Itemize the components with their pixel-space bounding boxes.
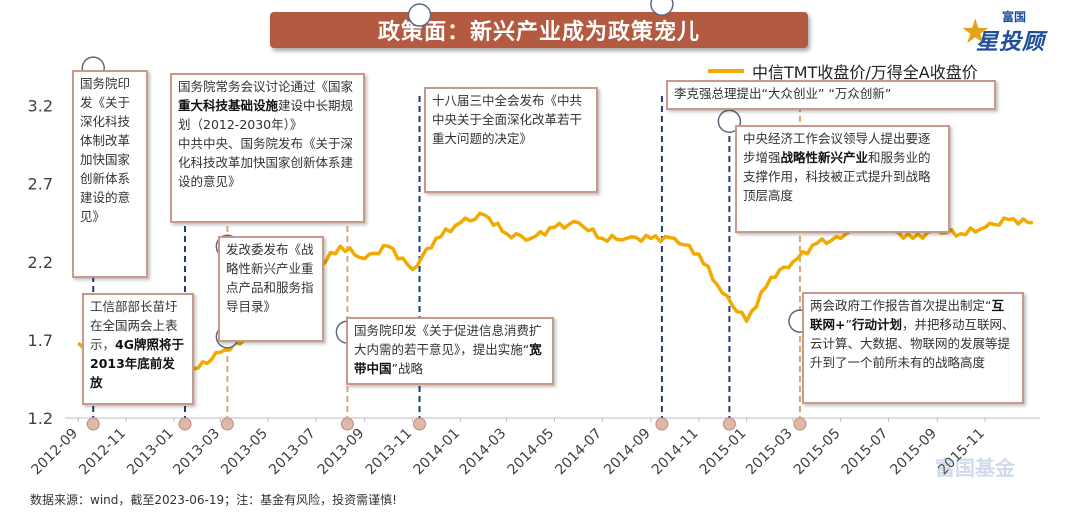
x-tick-label: 2012-11 bbox=[76, 426, 129, 479]
x-tick-label: 2013-05 bbox=[218, 426, 271, 479]
x-tick-label: 2015-03 bbox=[743, 426, 796, 479]
legend-swatch bbox=[708, 69, 744, 73]
brand-small-text: 富国 bbox=[1002, 10, 1027, 24]
annotation-highlight: 4G牌照将于2013年底前发放 bbox=[90, 337, 184, 390]
x-tick-label: 2013-01 bbox=[124, 426, 177, 479]
annotation-paragraph: 十八届三中全会发布《中共中央关于全面深化改革若干重大问题的决定》 bbox=[432, 91, 590, 148]
annotation-paragraph: 发改委发布《战略性新兴产业重点产品和服务指导目录》 bbox=[226, 240, 316, 316]
annotation-text: 国务院常务会议讨论通过《国家 bbox=[178, 79, 354, 94]
x-tick-label: 2014-03 bbox=[457, 426, 510, 479]
x-tick-label: 2013-09 bbox=[315, 426, 368, 479]
star-icon: ★ bbox=[960, 12, 991, 52]
page-title: 政策面：新兴产业成为政策宠儿 bbox=[270, 12, 808, 48]
annotation-paragraph: 中共中央、国务院发布《关于深化科技改革加快国家创新体系建设的意见》 bbox=[178, 134, 357, 191]
legend-label: 中信TMT收盘价/万得全A收盘价 bbox=[752, 63, 978, 82]
footnote: 数据来源：wind，截至2023-06-19；注：基金有风险，投资需谨慎! bbox=[30, 493, 397, 507]
annotation-paragraph: 工信部部长苗圩在全国两会上表示，4G牌照将于2013年底前发放 bbox=[90, 297, 186, 392]
x-tick-label: 2014-01 bbox=[410, 426, 463, 479]
annotation-5: 中央经济工作会议领导人提出要逐步增强战略性新兴产业和服务业的支撑作用，科技被正式… bbox=[735, 125, 950, 233]
annotation-paragraph: 中央经济工作会议领导人提出要逐步增强战略性新兴产业和服务业的支撑作用，科技被正式… bbox=[743, 129, 942, 205]
y-tick-label: 3.2 bbox=[28, 97, 53, 116]
y-tick-label: 2.7 bbox=[28, 175, 53, 194]
annotation-9: 两会政府工作报告首次提出制定“互联网+”行动计划，并把移动互联网、云计算、大数据… bbox=[802, 292, 1024, 404]
annotation-highlight: 互联网+ bbox=[810, 298, 1004, 332]
annotation-text: 中共中央、国务院发布《关于深化科技改革加快国家创新体系建设的意见》 bbox=[178, 136, 354, 189]
annotation-2: 国务院常务会议讨论通过《国家重大科技基础设施建设中长期规划（2012-2030年… bbox=[170, 73, 365, 223]
x-tick-label: 2014-11 bbox=[649, 426, 702, 479]
event-marker bbox=[717, 109, 742, 133]
y-tick-label: 2.2 bbox=[28, 253, 53, 272]
event-axis-dot bbox=[86, 417, 100, 431]
x-tick-label: 2014-05 bbox=[505, 426, 558, 479]
annotation-text: ” bbox=[845, 317, 852, 332]
annotation-text: 国务院印发《关于促进信息消费扩大内需的若干意见》，提出实施“ bbox=[354, 323, 542, 357]
chart-legend: 中信TMT收盘价/万得全A收盘价 bbox=[708, 60, 978, 82]
event-axis-dot bbox=[413, 417, 427, 431]
annotation-paragraph: 李克强总理提出“大众创业” “万众创新” bbox=[674, 84, 988, 103]
event-axis-dot bbox=[722, 417, 736, 431]
event-marker bbox=[650, 0, 674, 16]
x-tick-label: 2013-07 bbox=[266, 426, 319, 479]
annotation-highlight: 宽带中国 bbox=[354, 342, 542, 376]
brand-name: 星投顾 bbox=[976, 30, 1046, 55]
annotation-4: 李克强总理提出“大众创业” “万众创新” bbox=[666, 80, 996, 110]
watermark: 富国基金 bbox=[935, 456, 1015, 480]
annotation-text: ”战略 bbox=[391, 361, 423, 376]
y-tick-label: 1.7 bbox=[28, 331, 53, 350]
event-axis-dot bbox=[340, 417, 354, 431]
annotation-7: 工信部部长苗圩在全国两会上表示，4G牌照将于2013年底前发放 bbox=[82, 293, 194, 405]
annotation-paragraph: 两会政府工作报告首次提出制定“互联网+”行动计划，并把移动互联网、云计算、大数据… bbox=[810, 296, 1016, 372]
x-tick-label: 2015-07 bbox=[839, 426, 892, 479]
event-axis-dot bbox=[178, 417, 192, 431]
annotation-text: 建设中长期规划（2012-2030年）》 bbox=[178, 98, 354, 132]
annotation-paragraph: 国务院印发《关于促进信息消费扩大内需的若干意见》，提出实施“宽带中国”战略 bbox=[354, 321, 546, 378]
x-tick-label: 2013-03 bbox=[170, 426, 223, 479]
annotation-text: 十八届三中全会发布《中共中央关于全面深化改革若干重大问题的决定》 bbox=[432, 93, 583, 146]
annotation-text: 两会政府工作报告首次提出制定“ bbox=[810, 298, 992, 313]
x-tick-label: 2013-11 bbox=[363, 426, 416, 479]
event-axis-dot bbox=[793, 417, 807, 431]
annotation-highlight: 战略性新兴产业 bbox=[780, 150, 869, 165]
brand-logo: ★ 富国 星投顾 bbox=[958, 6, 1068, 58]
annotation-text: 中央经济工作会议领导人提出要逐步增强 bbox=[743, 131, 931, 165]
event-marker bbox=[407, 3, 432, 27]
x-tick-label: 2014-07 bbox=[552, 426, 605, 479]
annotation-1: 国务院印发《关于深化科技体制改革加快国家创新体系建设的意见》 bbox=[72, 70, 148, 278]
x-tick-label: 2015-01 bbox=[697, 426, 750, 479]
y-tick-label: 1.2 bbox=[28, 409, 53, 428]
annotation-text: 国务院印发《关于深化科技体制改革加快国家创新体系建设的意见》 bbox=[80, 76, 131, 224]
x-tick-label: 2015-09 bbox=[887, 426, 940, 479]
annotation-3: 十八届三中全会发布《中共中央关于全面深化改革若干重大问题的决定》 bbox=[424, 87, 598, 193]
annotation-highlight: 重大科技基础设施 bbox=[178, 98, 279, 113]
annotation-text: 发改委发布《战略性新兴产业重点产品和服务指导目录》 bbox=[226, 242, 314, 314]
annotation-paragraph: 国务院印发《关于深化科技体制改革加快国家创新体系建设的意见》 bbox=[80, 74, 140, 226]
annotation-text: ，并把移动互联网、云计算、大数据、物联网的发展等提升到了一个前所未有的战略高度 bbox=[810, 317, 1015, 370]
annotation-text: 工信部部长苗圩在全国两会上表示， bbox=[90, 299, 178, 352]
annotation-6: 发改委发布《战略性新兴产业重点产品和服务指导目录》 bbox=[218, 236, 324, 342]
event-axis-dot bbox=[655, 417, 669, 431]
annotation-8: 国务院印发《关于促进信息消费扩大内需的若干意见》，提出实施“宽带中国”战略 bbox=[346, 317, 554, 385]
x-tick-label: 2014-09 bbox=[601, 426, 654, 479]
annotation-text: 和服务业的支撑作用，科技被正式提升到战略顶层高度 bbox=[743, 150, 931, 203]
x-tick-label: 2015-05 bbox=[791, 426, 844, 479]
annotation-highlight: 行动计划 bbox=[851, 317, 902, 332]
event-axis-dot bbox=[220, 417, 234, 431]
x-tick-label: 2012-09 bbox=[28, 426, 81, 479]
annotation-paragraph: 国务院常务会议讨论通过《国家重大科技基础设施建设中长期规划（2012-2030年… bbox=[178, 77, 357, 134]
annotation-text: 李克强总理提出“大众创业” “万众创新” bbox=[674, 86, 892, 101]
